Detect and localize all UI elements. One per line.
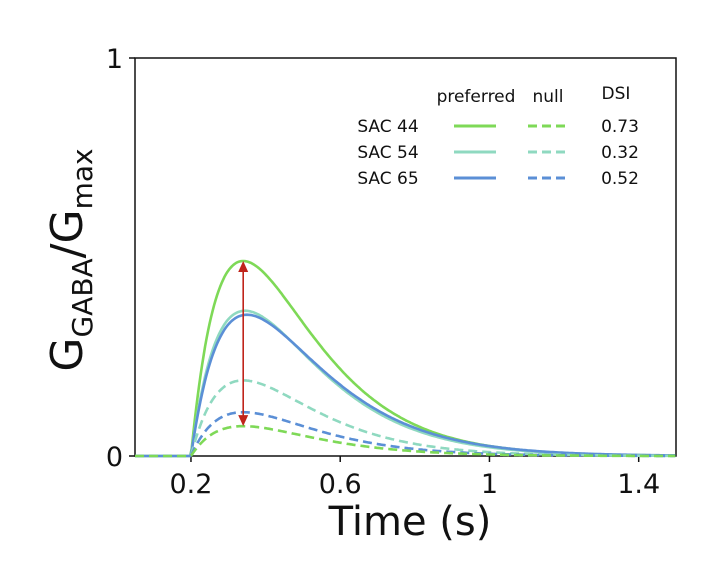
difference-arrow-head-top	[238, 260, 249, 272]
legend-row-label: SAC 65	[357, 169, 418, 189]
legend-row-label: SAC 54	[357, 143, 418, 163]
axes: 0.2 0.6 1 1.4 0 1	[106, 44, 677, 500]
y-tick-label: 1	[106, 44, 123, 75]
series-line-sac65_pref	[135, 313, 676, 458]
legend-row-dsi: 0.52	[601, 169, 639, 189]
y-axis-title-sub-gaba: GABA	[66, 258, 99, 337]
y-axis-title-main: G	[42, 338, 93, 372]
x-tick-label: 0.2	[169, 469, 212, 500]
legend-row-dsi: 0.73	[601, 117, 639, 137]
legend: preferred null DSI SAC 44 0.73 SAC 54 0.32 SAC …	[357, 84, 639, 189]
legend-row-label: SAC 44	[357, 117, 418, 137]
series-line-sac54_pref	[135, 309, 676, 458]
series-line-sac54_null	[135, 379, 676, 458]
annotation-layer	[238, 260, 249, 427]
legend-header-preferred: preferred	[437, 87, 516, 107]
x-tick-label: 1	[481, 469, 498, 500]
legend-row-dsi: 0.32	[601, 143, 639, 163]
difference-arrow-head-bottom	[238, 415, 249, 427]
y-axis-title-sub-max: max	[66, 148, 99, 209]
x-axis-title: Time (s)	[328, 499, 492, 545]
y-tick-label: 0	[106, 442, 123, 473]
x-tick-label: 1.4	[617, 469, 660, 500]
y-axis-title-separator: /G	[42, 209, 93, 258]
series-line-sac65_null	[135, 410, 676, 458]
y-axis-title: GGABA/Gmax	[42, 148, 99, 371]
legend-header-null: null	[533, 87, 564, 107]
x-tick-label: 0.6	[319, 469, 362, 500]
series-line-sac44_null	[135, 424, 676, 458]
plot-frame	[134, 57, 677, 457]
legend-header-dsi: DSI	[602, 84, 631, 104]
series-layer	[135, 259, 676, 458]
